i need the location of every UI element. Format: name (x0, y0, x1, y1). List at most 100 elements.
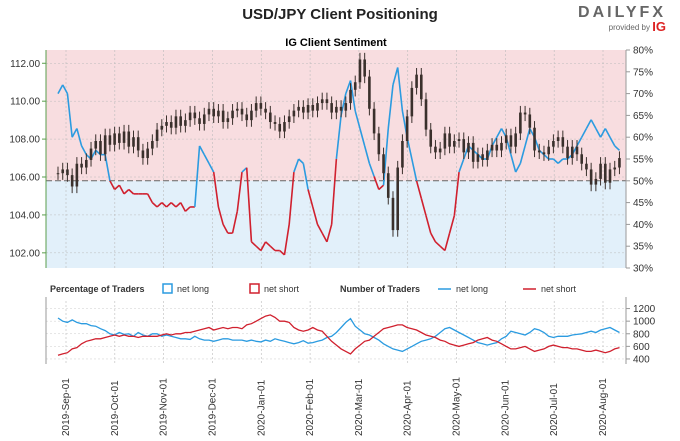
price-candle (80, 163, 83, 168)
price-candle (103, 135, 107, 155)
logo-ig: IG (652, 19, 666, 34)
net-long-pct-segment (514, 162, 522, 173)
net-long-pct-segment (203, 154, 210, 164)
price-candle (254, 103, 258, 111)
price-candle (335, 106, 338, 113)
price-candle (302, 106, 305, 113)
percent-tick-label: 80% (633, 46, 653, 57)
net-long-pct-segment (519, 145, 526, 164)
net-long-pct-segment (363, 145, 371, 164)
price-candle (56, 173, 60, 175)
price-candle (514, 133, 517, 147)
net-long-pct-segment (425, 215, 432, 234)
net-long-pct-segment (321, 232, 328, 243)
net-long-pct-segment (420, 198, 427, 216)
net-long-pct-segment (62, 84, 69, 94)
price-candle (457, 139, 461, 141)
price-candle (349, 89, 352, 104)
net-long-pct-segment (330, 158, 338, 225)
net-long-pct-segment (293, 158, 300, 173)
price-candle (113, 133, 116, 145)
price-candle (504, 135, 508, 143)
price-candle (297, 106, 300, 111)
logo-subtext: provided by (608, 23, 650, 32)
price-candle (363, 59, 366, 77)
price-candle (245, 114, 249, 121)
price-tick-label: 112.00 (10, 59, 40, 70)
net-long-pct-segment (114, 184, 120, 191)
legend-percentage-label: Percentage of Traders (50, 284, 145, 294)
price-candle (603, 163, 607, 183)
price-candle (151, 140, 154, 149)
price-candle (174, 116, 178, 128)
price-candle (141, 150, 145, 159)
dailyfx-logo: DAILYFX provided by IG (566, 4, 666, 36)
net-long-pct-segment (66, 93, 73, 138)
net-long-pct-segment (118, 184, 125, 195)
legend-net-long-count-label: net long (456, 284, 488, 294)
net-long-pct-segment (76, 128, 83, 147)
net-long-pct-segment (430, 232, 437, 243)
net-long-pct-segment (212, 171, 220, 208)
price-candle (99, 140, 102, 155)
net-long-pct-segment (57, 84, 64, 94)
price-candle (415, 74, 418, 88)
price-candle (585, 163, 588, 170)
price-candle (377, 133, 381, 155)
price-candle (85, 159, 88, 168)
count-tick-label: 1000 (633, 317, 656, 328)
x-tick-label: 2020-Jul-01 (549, 383, 560, 436)
net-long-pct-segment (382, 128, 390, 186)
net-long-pct-segment (496, 128, 503, 138)
net-long-pct-segment (312, 206, 319, 225)
legend-net-long-box (162, 283, 173, 294)
net-long-pct-segment (123, 188, 130, 195)
bottom-vertical-gridlines (65, 301, 604, 364)
price-candle (509, 135, 513, 147)
price-candle (188, 112, 192, 121)
x-tick-label: 2020-Mar-01 (354, 378, 365, 436)
price-candle (537, 150, 541, 153)
legend-number-label: Number of Traders (340, 284, 420, 294)
price-candle (269, 112, 272, 123)
logo-wordmark: DAILYFX (578, 4, 666, 21)
net-long-pct-segment (524, 128, 531, 147)
price-candle (438, 148, 442, 153)
price-candle (207, 108, 211, 115)
price-candle (273, 122, 277, 124)
net-long-pct-segment (255, 245, 262, 252)
price-candle (495, 144, 499, 151)
price-candle (179, 116, 182, 126)
net-long-pct-segment (71, 128, 78, 138)
net-long-pct-segment (151, 202, 158, 208)
price-candle (462, 139, 466, 153)
percent-tick-label: 30% (633, 264, 653, 275)
legend-net-short-box (249, 283, 260, 294)
price-candle (122, 131, 126, 143)
net-long-pct-segment (599, 128, 606, 138)
net-long-pct-segment (269, 245, 276, 252)
net-long-pct-segment (557, 158, 564, 164)
net-long-pct-segment (165, 202, 172, 208)
net-long-pct-segment (250, 241, 257, 247)
price-candle (165, 122, 168, 126)
net-long-pct-segment (392, 67, 399, 86)
price-candle (410, 87, 414, 117)
x-tick-label: 2020-Apr-01 (403, 380, 414, 436)
price-candle (419, 74, 423, 100)
net-long-pct-segment (581, 128, 588, 138)
net-long-pct-segment (368, 163, 375, 177)
price-tick-label: 108.00 (9, 135, 40, 146)
net-long-pct-segment (448, 215, 456, 234)
net-long-pct-segment (604, 128, 611, 138)
net-short-count-line (57, 314, 620, 356)
price-candle (240, 108, 244, 115)
price-candle (132, 137, 135, 147)
percent-tick-label: 35% (633, 242, 653, 253)
price-candle (344, 103, 348, 111)
price-candle (500, 142, 503, 151)
price-candle (561, 137, 565, 147)
price-candle (533, 127, 536, 151)
net-long-pct-segment (283, 224, 290, 256)
price-candle (396, 167, 400, 231)
